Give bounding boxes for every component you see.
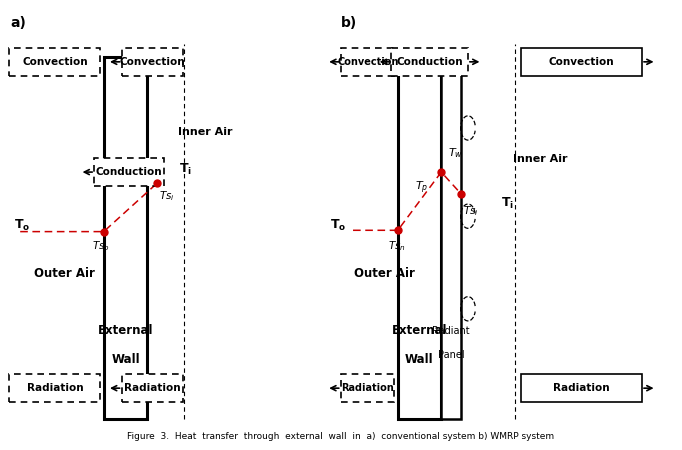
Text: Wall: Wall <box>405 353 434 366</box>
Bar <box>441 58 461 419</box>
FancyBboxPatch shape <box>341 48 394 76</box>
FancyBboxPatch shape <box>391 48 468 76</box>
FancyBboxPatch shape <box>10 374 100 402</box>
Text: External: External <box>391 324 447 338</box>
Text: Inner Air: Inner Air <box>514 154 568 164</box>
Text: Convection: Convection <box>22 57 88 67</box>
Text: Radiation: Radiation <box>553 383 610 393</box>
FancyBboxPatch shape <box>122 48 183 76</box>
Text: Panel: Panel <box>438 350 464 360</box>
FancyBboxPatch shape <box>522 48 642 76</box>
Text: $\mathbf{T_i}$: $\mathbf{T_i}$ <box>179 162 192 177</box>
Text: b): b) <box>341 16 357 30</box>
Text: $T_w$: $T_w$ <box>448 146 463 160</box>
FancyBboxPatch shape <box>94 158 164 186</box>
Text: Convection: Convection <box>337 57 398 67</box>
Text: Outer Air: Outer Air <box>355 267 415 280</box>
Text: Wall: Wall <box>111 353 140 366</box>
Text: Radiation: Radiation <box>124 383 181 393</box>
FancyBboxPatch shape <box>10 48 100 76</box>
Text: $Ts_i$: $Ts_i$ <box>159 189 175 202</box>
Text: Convection: Convection <box>120 57 186 67</box>
Text: Inner Air: Inner Air <box>178 127 233 137</box>
FancyBboxPatch shape <box>522 374 642 402</box>
Text: Radiation: Radiation <box>342 383 394 393</box>
Text: Radiation: Radiation <box>27 383 83 393</box>
Text: $T_p$: $T_p$ <box>415 180 428 196</box>
Bar <box>398 58 441 419</box>
Text: $Ts_o$: $Ts_o$ <box>92 239 110 253</box>
Bar <box>104 58 147 419</box>
Text: External: External <box>98 324 153 338</box>
Text: $Ts_i$: $Ts_i$ <box>462 204 478 218</box>
Text: Outer Air: Outer Air <box>33 267 94 280</box>
Text: Figure  3.  Heat  transfer  through  external  wall  in  a)  conventional system: Figure 3. Heat transfer through external… <box>128 432 554 441</box>
Text: Conduction: Conduction <box>396 57 463 67</box>
Text: $\mathbf{T_o}$: $\mathbf{T_o}$ <box>14 217 30 233</box>
Text: a): a) <box>10 16 26 30</box>
Text: $Ts_n$: $Ts_n$ <box>388 239 406 253</box>
Text: Conduction: Conduction <box>95 167 162 177</box>
Text: $\mathbf{T_i}$: $\mathbf{T_i}$ <box>501 196 514 211</box>
Text: Convection: Convection <box>549 57 614 67</box>
FancyBboxPatch shape <box>341 374 394 402</box>
Text: $\mathbf{T_o}$: $\mathbf{T_o}$ <box>330 217 346 233</box>
Text: Radiant: Radiant <box>432 326 470 336</box>
FancyBboxPatch shape <box>122 374 183 402</box>
